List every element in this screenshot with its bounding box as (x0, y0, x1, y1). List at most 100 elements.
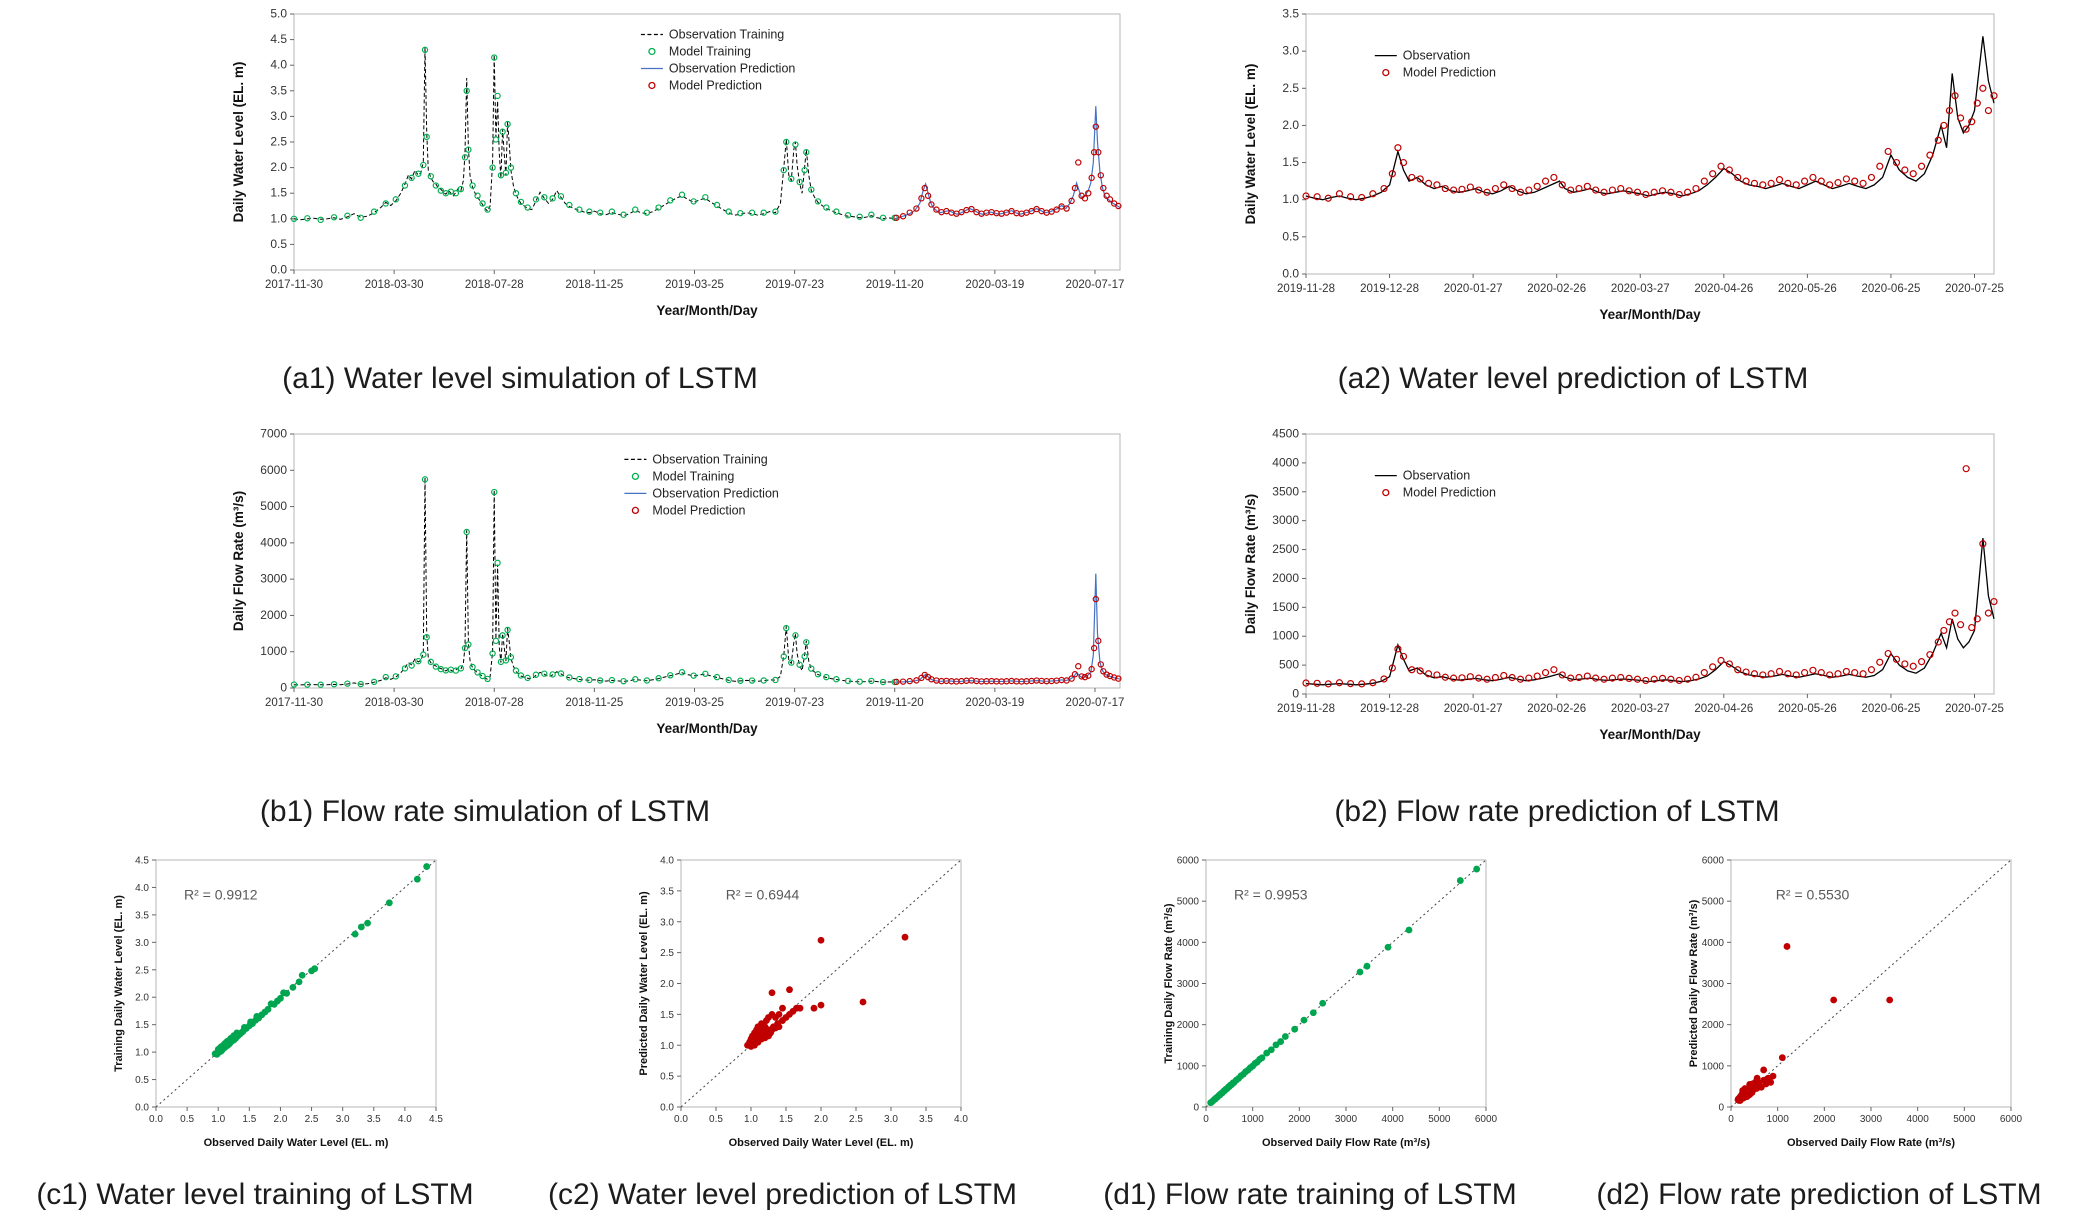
caption-c1: (c1) Water level training of LSTM (36, 1178, 474, 1211)
svg-text:2019-12-28: 2019-12-28 (1360, 283, 1419, 295)
chart-d2-flow-rate-prediction-scatter: 0 1000 2000 3000 4000 5000 6000 0 1000 2000 3000 40… (1685, 848, 2025, 1153)
svg-text:2020-06-25: 2020-06-25 (1862, 703, 1921, 715)
svg-text:1.5: 1.5 (270, 186, 287, 200)
svg-text:0.5: 0.5 (709, 1114, 723, 1125)
svg-text:4.0: 4.0 (135, 883, 149, 894)
caption-c2: (c2) Water level prediction of LSTM (547, 1178, 1018, 1211)
svg-text:2018-03-30: 2018-03-30 (365, 279, 424, 291)
svg-text:5000: 5000 (1702, 897, 1725, 908)
svg-text:3.0: 3.0 (1282, 44, 1299, 58)
svg-text:Daily Flow Rate (m³/s): Daily Flow Rate (m³/s) (1243, 494, 1258, 634)
svg-text:Year/Month/Day: Year/Month/Day (656, 721, 758, 736)
svg-text:2020-07-25: 2020-07-25 (1945, 283, 2004, 295)
svg-text:0.0: 0.0 (660, 1103, 674, 1114)
svg-text:2017-11-30: 2017-11-30 (265, 697, 323, 709)
caption-a1: (a1) Water level simulation of LSTM (282, 362, 758, 395)
svg-text:4.0: 4.0 (954, 1114, 968, 1125)
svg-text:R² = 0.5530: R² = 0.5530 (1776, 887, 1850, 903)
svg-text:4000: 4000 (1702, 938, 1725, 949)
svg-text:1.5: 1.5 (135, 1020, 149, 1031)
svg-text:3.0: 3.0 (660, 917, 674, 928)
svg-text:6000: 6000 (1702, 856, 1725, 867)
svg-text:Predicted Daily Flow Rate (m³/: Predicted Daily Flow Rate (m³/s) (1688, 899, 1700, 1067)
chart-c1-water-level-training-scatter: 0.0 0.5 1.0 1.5 2.0 2.5 3.0 3.5 4.0 4.5 0.0 0.5 1.0 1… (110, 848, 450, 1153)
chart-a2-water-level-prediction: 0.0 0.5 1.0 1.5 2.0 2.5 3.0 3.5 2019-11-28 2019-1… (1240, 4, 2012, 326)
svg-text:1.0: 1.0 (211, 1114, 225, 1125)
svg-text:2019-11-28: 2019-11-28 (1277, 283, 1335, 295)
svg-text:2020-05-26: 2020-05-26 (1778, 283, 1837, 295)
c2-canvas: 0.0 0.5 1.0 1.5 2.0 2.5 3.0 3.5 4.0 0.0 0.5 1.0 1.5 2… (638, 856, 968, 1150)
svg-text:2020-03-19: 2020-03-19 (965, 697, 1024, 709)
svg-text:0.5: 0.5 (270, 237, 287, 251)
svg-text:6000: 6000 (2000, 1114, 2023, 1125)
svg-text:5000: 5000 (260, 499, 287, 513)
svg-text:0.5: 0.5 (135, 1075, 149, 1086)
svg-text:2.5: 2.5 (305, 1114, 319, 1125)
svg-text:4000: 4000 (1382, 1114, 1405, 1125)
svg-text:2000: 2000 (1272, 571, 1299, 585)
svg-text:4500: 4500 (1272, 427, 1299, 441)
svg-text:4000: 4000 (260, 535, 287, 549)
svg-text:2000: 2000 (1288, 1114, 1311, 1125)
svg-text:Model Prediction: Model Prediction (1403, 66, 1496, 80)
c1-canvas: 0.0 0.5 1.0 1.5 2.0 2.5 3.0 3.5 4.0 4.5 0.0 0.5 1.0 1… (113, 856, 443, 1150)
svg-text:2020-03-27: 2020-03-27 (1611, 703, 1670, 715)
svg-text:2.5: 2.5 (849, 1114, 863, 1125)
svg-text:2019-03-25: 2019-03-25 (665, 279, 724, 291)
chart-b2-flow-rate-prediction: 0 500 1000 1500 2000 2500 3000 3500 4000 4500 2019… (1240, 424, 2012, 746)
svg-text:Observation: Observation (1403, 49, 1470, 63)
svg-text:Observed Daily Water Level (EL: Observed Daily Water Level (EL. m) (204, 1137, 389, 1149)
svg-text:1000: 1000 (1767, 1114, 1790, 1125)
svg-text:5000: 5000 (1953, 1114, 1976, 1125)
svg-text:2019-03-25: 2019-03-25 (665, 697, 724, 709)
svg-text:1.0: 1.0 (1282, 192, 1299, 206)
svg-text:4.5: 4.5 (429, 1114, 443, 1125)
svg-text:2019-11-20: 2019-11-20 (866, 697, 924, 709)
svg-text:Model Prediction: Model Prediction (1403, 486, 1496, 500)
svg-text:3000: 3000 (1177, 979, 1200, 990)
svg-text:2020-02-26: 2020-02-26 (1527, 703, 1586, 715)
svg-text:1000: 1000 (1702, 1061, 1725, 1072)
svg-text:2020-06-25: 2020-06-25 (1862, 283, 1921, 295)
svg-text:4000: 4000 (1177, 938, 1200, 949)
svg-text:3.0: 3.0 (336, 1114, 350, 1125)
svg-text:0: 0 (1728, 1114, 1734, 1125)
svg-text:5.0: 5.0 (270, 7, 287, 21)
svg-text:2019-07-23: 2019-07-23 (765, 279, 824, 291)
svg-text:Daily Water Level (EL. m): Daily Water Level (EL. m) (1243, 64, 1258, 225)
svg-text:6000: 6000 (1475, 1114, 1498, 1125)
svg-text:2020-04-26: 2020-04-26 (1694, 283, 1753, 295)
chart-c2-water-level-prediction-scatter: 0.0 0.5 1.0 1.5 2.0 2.5 3.0 3.5 4.0 0.0 0.5 1.0 1.5 2… (635, 848, 975, 1153)
d2-canvas: 0 1000 2000 3000 4000 5000 6000 0 1000 2000 3000 40… (1688, 856, 2023, 1150)
svg-text:1.5: 1.5 (660, 1010, 674, 1021)
svg-text:3.5: 3.5 (270, 83, 287, 97)
svg-text:Daily Water Level (EL. m): Daily Water Level (EL. m) (231, 62, 246, 223)
svg-text:3000: 3000 (1335, 1114, 1358, 1125)
svg-text:2017-11-30: 2017-11-30 (265, 279, 323, 291)
svg-text:6000: 6000 (260, 463, 287, 477)
svg-text:Observed Daily Water Level (EL: Observed Daily Water Level (EL. m) (729, 1137, 914, 1149)
svg-text:4.5: 4.5 (270, 32, 287, 46)
svg-text:2018-11-25: 2018-11-25 (565, 279, 623, 291)
svg-text:2020-07-17: 2020-07-17 (1066, 697, 1125, 709)
svg-text:1.0: 1.0 (270, 211, 287, 225)
svg-text:Year/Month/Day: Year/Month/Day (1599, 727, 1701, 742)
svg-text:Observation Prediction: Observation Prediction (669, 61, 796, 75)
svg-text:2019-11-28: 2019-11-28 (1277, 703, 1335, 715)
svg-text:0.5: 0.5 (180, 1114, 194, 1125)
svg-text:Observation Training: Observation Training (652, 452, 767, 466)
svg-text:2000: 2000 (1813, 1114, 1836, 1125)
svg-text:Model Prediction: Model Prediction (669, 78, 762, 92)
svg-text:0: 0 (1292, 687, 1299, 701)
b1-canvas: 0 1000 2000 3000 4000 5000 6000 7000 2017-11-30 2… (231, 427, 1125, 737)
svg-text:5000: 5000 (1428, 1114, 1451, 1125)
svg-text:2018-03-30: 2018-03-30 (365, 697, 424, 709)
svg-text:2020-07-17: 2020-07-17 (1066, 279, 1125, 291)
svg-text:Model Training: Model Training (652, 469, 734, 483)
svg-text:2.5: 2.5 (1282, 81, 1299, 95)
svg-text:2500: 2500 (1272, 542, 1299, 556)
svg-text:3000: 3000 (260, 572, 287, 586)
svg-text:3.5: 3.5 (1282, 7, 1299, 21)
caption-b2: (b2) Flow rate prediction of LSTM (1334, 795, 1780, 828)
